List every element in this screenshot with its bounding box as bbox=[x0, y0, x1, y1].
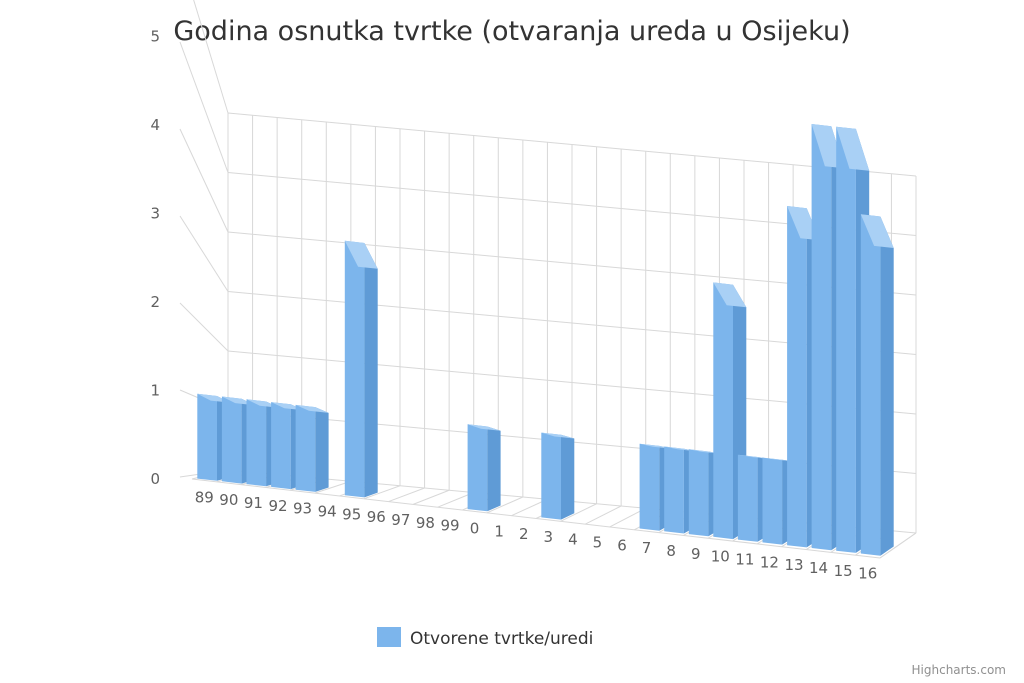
bar-top bbox=[713, 282, 747, 308]
x-tick-label: 90 bbox=[219, 491, 238, 509]
y-tick-label: 4 bbox=[150, 116, 160, 134]
x-tick-label: 0 bbox=[470, 519, 480, 537]
bar-top bbox=[344, 240, 378, 269]
bar-front bbox=[344, 240, 365, 498]
x-tick-label: 94 bbox=[318, 503, 337, 521]
bar-front bbox=[221, 396, 242, 484]
bar-top bbox=[295, 404, 329, 413]
floor-gridline bbox=[412, 489, 450, 505]
bar-top bbox=[467, 424, 501, 431]
floor-right-edge bbox=[879, 532, 917, 559]
floor-gridline bbox=[486, 496, 524, 514]
bar-top bbox=[836, 126, 870, 171]
bar-front bbox=[467, 424, 488, 512]
y-tick-label: 2 bbox=[150, 293, 160, 311]
y-tick-label: 1 bbox=[150, 382, 160, 400]
bar-front bbox=[836, 126, 856, 553]
x-tick-label: 9 bbox=[691, 545, 701, 563]
bar-95[interactable] bbox=[344, 240, 378, 498]
x-tick-label: 98 bbox=[416, 514, 435, 532]
y-gridline-side bbox=[179, 215, 229, 292]
x-tick-label: 10 bbox=[711, 548, 730, 566]
x-tick-label: 14 bbox=[809, 559, 828, 577]
bar-front bbox=[737, 454, 758, 542]
x-tick-label: 93 bbox=[293, 500, 312, 518]
bar-front bbox=[860, 214, 881, 556]
bar-front bbox=[664, 446, 684, 534]
chart-title: Godina osnutka tvrtke (otvaranja ureda u… bbox=[173, 16, 850, 47]
floor-gridline bbox=[363, 485, 401, 500]
bar-top bbox=[860, 214, 894, 248]
bar-side bbox=[315, 407, 329, 492]
bar-front bbox=[688, 449, 709, 537]
x-tick-label: 89 bbox=[195, 488, 214, 506]
bar-0[interactable] bbox=[467, 424, 501, 512]
x-tick-label: 2 bbox=[519, 525, 529, 543]
bar-front bbox=[246, 399, 267, 487]
x-tick-label: 13 bbox=[784, 556, 803, 574]
y-gridline-side bbox=[179, 302, 229, 352]
bar-side bbox=[880, 216, 894, 556]
credits-link[interactable]: Highcharts.com bbox=[912, 663, 1006, 677]
y-gridline-side bbox=[179, 41, 229, 173]
x-tick-label: 7 bbox=[642, 539, 652, 557]
bar-16[interactable] bbox=[860, 214, 894, 556]
x-tick-label: 92 bbox=[268, 497, 287, 515]
bar-front bbox=[811, 124, 832, 551]
x-tick-label: 3 bbox=[544, 528, 554, 546]
bar-side bbox=[364, 243, 378, 498]
x-tick-label: 4 bbox=[568, 531, 578, 549]
y-gridline-side bbox=[179, 128, 229, 233]
x-tick-label: 95 bbox=[342, 505, 361, 523]
floor-gridline bbox=[388, 487, 425, 503]
bar-side bbox=[487, 426, 501, 512]
bar-front bbox=[197, 393, 217, 481]
y-tick-label: 0 bbox=[150, 470, 160, 488]
bar-side bbox=[561, 434, 575, 520]
floor-gridline bbox=[584, 505, 622, 525]
x-tick-label: 15 bbox=[834, 562, 853, 580]
y-tick-label: 3 bbox=[150, 205, 160, 223]
x-tick-label: 91 bbox=[244, 494, 263, 512]
x-tick-label: 12 bbox=[760, 553, 779, 571]
y-gridline-side bbox=[193, 0, 229, 114]
bar-top bbox=[541, 432, 575, 439]
legend-label[interactable]: Otvorene tvrtke/uredi bbox=[410, 629, 593, 649]
x-tick-label: 16 bbox=[858, 565, 877, 583]
x-tick-label: 99 bbox=[440, 517, 459, 535]
bar-93[interactable] bbox=[295, 404, 329, 492]
bar-front bbox=[762, 457, 783, 545]
x-tick-label: 6 bbox=[617, 536, 627, 554]
y-tick-label: 5 bbox=[150, 28, 160, 46]
legend-swatch[interactable] bbox=[377, 627, 401, 647]
x-tick-label: 97 bbox=[391, 511, 410, 529]
x-tick-label: 11 bbox=[735, 550, 754, 568]
bar-front bbox=[295, 404, 316, 492]
bar-front bbox=[541, 432, 561, 520]
x-tick-label: 1 bbox=[494, 522, 504, 540]
bar-front bbox=[787, 206, 807, 548]
bar-3[interactable] bbox=[541, 432, 575, 520]
bar-front bbox=[639, 443, 660, 531]
bars bbox=[197, 124, 894, 556]
x-axis-tick-labels: 89 90 91 92 93 94 95 96 97 98 99 0 1 2 3 4 5 6 7 8 9 10 11 12 13… bbox=[195, 488, 878, 582]
floor-gridline bbox=[560, 503, 597, 522]
x-tick-label: 8 bbox=[666, 542, 676, 560]
floor-front-edge bbox=[191, 478, 881, 559]
bar-front bbox=[271, 402, 291, 490]
x-tick-label: 96 bbox=[367, 508, 386, 526]
x-tick-label: 5 bbox=[593, 534, 603, 552]
legend[interactable]: Otvorene tvrtke/uredi bbox=[377, 627, 593, 649]
bar-front bbox=[713, 282, 733, 540]
